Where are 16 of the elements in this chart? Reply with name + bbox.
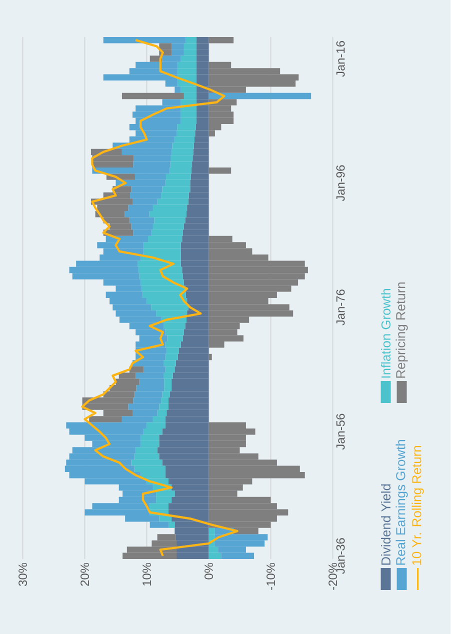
y-tick-label: Jan-36 (336, 538, 345, 574)
text: Inflation Growth (381, 288, 391, 378)
y-tick-label: Jan-56 (336, 414, 345, 450)
text: Real Earnings Growth (396, 440, 408, 565)
text: 10 Yr. Rolling Return (412, 446, 424, 565)
x-tick-label: 0% (204, 562, 214, 580)
x-tick-label: 30% (18, 562, 28, 586)
x-tick-label: 20% (80, 562, 90, 586)
text: Dividend Yield (381, 484, 391, 565)
x-tick-label: -20% (328, 562, 338, 590)
x-tick-label: -10% (266, 562, 276, 590)
y-tick-label: Jan-16 (336, 40, 345, 77)
y-tick-label: Jan-76 (336, 290, 345, 326)
y-tick-label: Jan-96 (336, 165, 345, 202)
x-tick-label: 10% (142, 562, 152, 586)
text: Repricing Return (396, 282, 408, 378)
